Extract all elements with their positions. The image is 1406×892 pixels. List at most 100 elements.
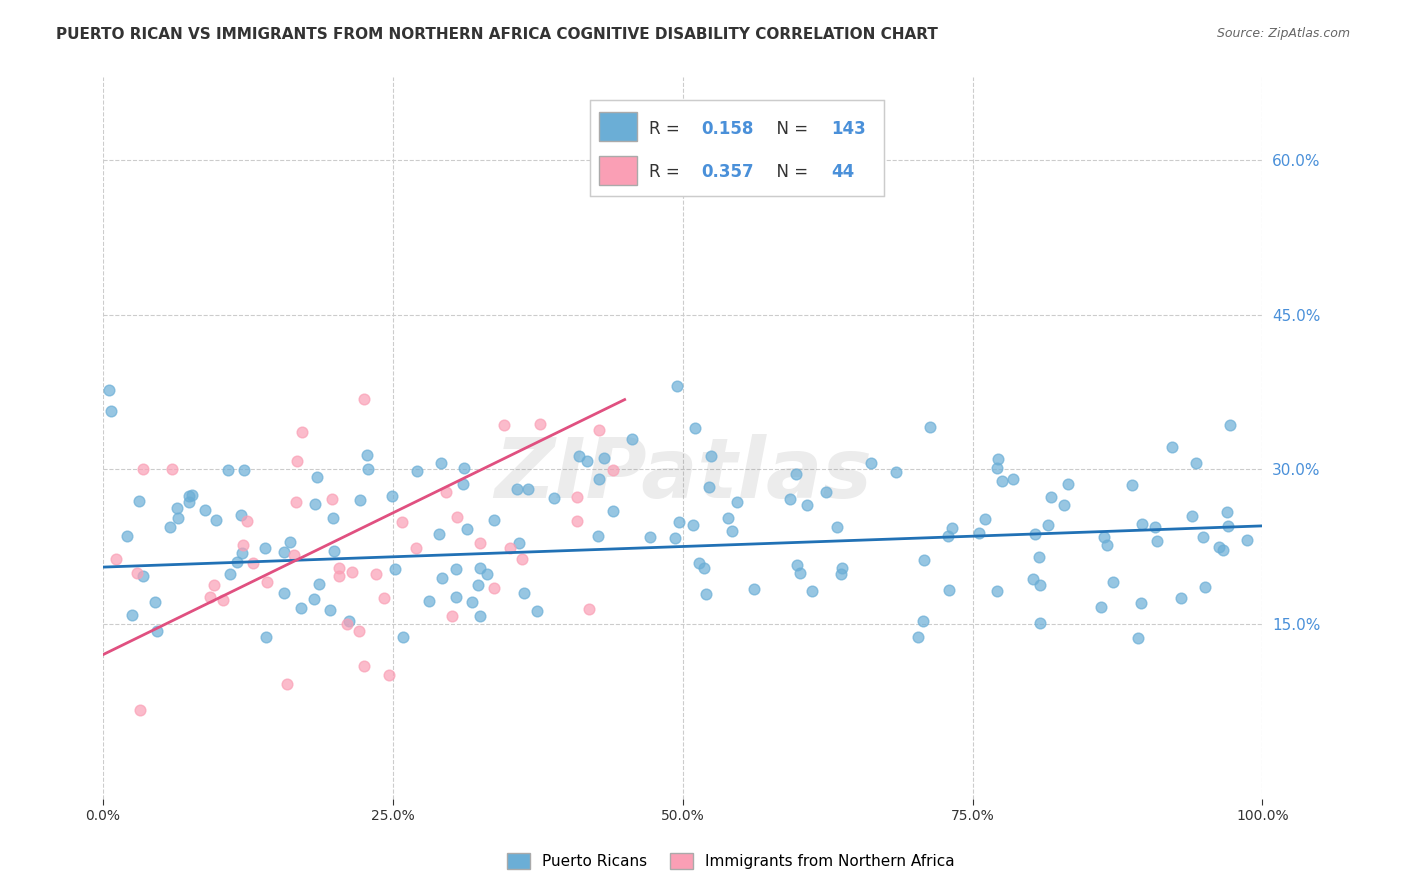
Point — [290, 601, 312, 615]
Point — [510, 552, 533, 566]
Point — [499, 541, 522, 555]
Point — [588, 423, 610, 437]
Point — [364, 567, 387, 582]
Point — [1102, 574, 1125, 589]
Point — [179, 494, 201, 508]
Point — [129, 703, 152, 717]
Point — [785, 467, 807, 481]
Point — [1022, 572, 1045, 586]
Point — [159, 519, 181, 533]
Point — [588, 472, 610, 486]
Point — [987, 451, 1010, 466]
Point — [592, 450, 614, 465]
Point — [236, 514, 259, 528]
Point — [936, 529, 959, 543]
Point — [468, 561, 491, 575]
Point — [456, 522, 478, 536]
Point — [384, 562, 406, 576]
Point — [273, 545, 295, 559]
Point — [434, 485, 457, 500]
Text: 143: 143 — [831, 120, 866, 138]
Point — [226, 555, 249, 569]
Point — [1121, 478, 1143, 492]
Point — [1216, 519, 1239, 533]
Point — [1129, 596, 1152, 610]
Point — [217, 463, 239, 477]
Point — [918, 419, 941, 434]
Point — [1029, 578, 1052, 592]
Point — [202, 578, 225, 592]
Point — [1092, 530, 1115, 544]
Text: ZIPatlas: ZIPatlas — [494, 434, 872, 515]
Point — [695, 587, 717, 601]
Text: PUERTO RICAN VS IMMIGRANTS FROM NORTHERN AFRICA COGNITIVE DISABILITY CORRELATION: PUERTO RICAN VS IMMIGRANTS FROM NORTHERN… — [56, 27, 938, 42]
Point — [1038, 518, 1060, 533]
Point — [128, 494, 150, 508]
Point — [884, 465, 907, 479]
Legend: Puerto Ricans, Immigrants from Northern Africa: Puerto Ricans, Immigrants from Northern … — [501, 847, 962, 875]
Point — [484, 582, 506, 596]
Point — [205, 513, 228, 527]
Point — [801, 584, 824, 599]
Point — [1219, 417, 1241, 432]
Point — [353, 392, 375, 406]
Point — [567, 490, 589, 504]
Point — [567, 514, 589, 528]
Point — [568, 450, 591, 464]
Point — [860, 456, 883, 470]
Point — [219, 567, 242, 582]
Point — [391, 515, 413, 529]
Point — [814, 485, 837, 500]
Point — [328, 561, 350, 575]
Point — [1130, 516, 1153, 531]
Point — [516, 483, 538, 497]
Point — [543, 491, 565, 505]
Point — [283, 549, 305, 563]
Point — [307, 470, 329, 484]
Point — [725, 495, 748, 509]
Point — [232, 539, 254, 553]
Point — [1097, 538, 1119, 552]
Text: R =: R = — [648, 163, 685, 181]
Point — [254, 630, 277, 644]
Point — [786, 558, 808, 572]
Point — [446, 509, 468, 524]
Point — [717, 511, 740, 525]
Point — [285, 454, 308, 468]
Point — [100, 404, 122, 418]
Point — [468, 609, 491, 624]
Point — [276, 676, 298, 690]
Point — [406, 464, 429, 478]
Point — [430, 571, 453, 585]
Point — [231, 508, 253, 523]
Point — [1185, 456, 1208, 470]
Point — [347, 624, 370, 638]
Point — [1192, 530, 1215, 544]
Point — [194, 503, 217, 517]
Point — [1057, 476, 1080, 491]
Point — [1170, 591, 1192, 605]
Point — [1029, 615, 1052, 630]
Point — [212, 592, 235, 607]
Point — [700, 449, 723, 463]
Point — [131, 569, 153, 583]
Point — [586, 529, 609, 543]
Point — [907, 630, 929, 644]
Point — [1002, 472, 1025, 486]
Point — [1208, 540, 1230, 554]
Point — [666, 379, 689, 393]
Text: 44: 44 — [831, 163, 855, 181]
Point — [198, 591, 221, 605]
Point — [640, 530, 662, 544]
Point — [336, 617, 359, 632]
Point — [513, 586, 536, 600]
Point — [323, 543, 346, 558]
FancyBboxPatch shape — [599, 112, 637, 141]
Point — [98, 384, 121, 398]
Point — [231, 546, 253, 560]
Point — [373, 591, 395, 605]
Point — [429, 456, 451, 470]
Point — [526, 604, 548, 618]
Text: Source: ZipAtlas.com: Source: ZipAtlas.com — [1216, 27, 1350, 40]
Point — [492, 418, 515, 433]
